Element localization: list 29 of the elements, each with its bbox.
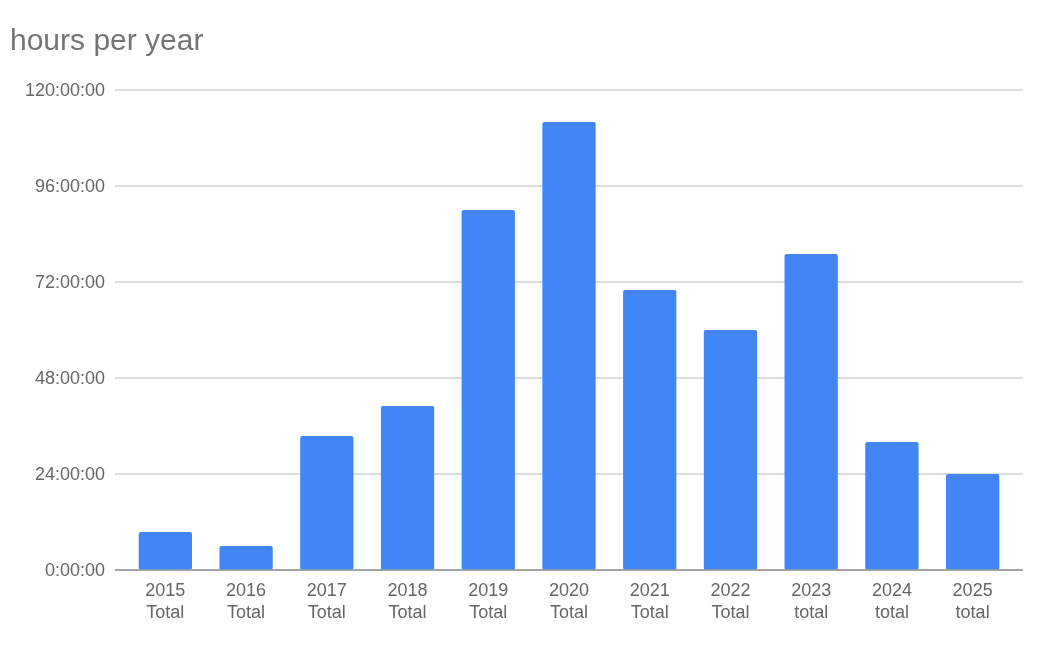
- x-tick-label: 2021 Total: [629, 580, 670, 622]
- bar: [300, 436, 354, 570]
- x-tick-label: 2023 total: [791, 580, 832, 622]
- bar: [461, 210, 515, 570]
- bar: [623, 290, 677, 570]
- bar: [542, 122, 596, 570]
- x-tick-label: 2020 Total: [548, 580, 590, 622]
- x-tick-label: 2024 total: [871, 580, 912, 622]
- chart-title: hours per year: [10, 23, 204, 56]
- y-tick-label: 96:00:00: [34, 176, 105, 197]
- bar: [703, 330, 758, 570]
- bar: [138, 532, 192, 570]
- x-tick-label: 2015 Total: [145, 580, 186, 622]
- x-tick-label: 2016 Total: [226, 580, 267, 622]
- x-tick-label: 2022 Total: [710, 580, 751, 622]
- bar: [784, 254, 838, 570]
- bar: [865, 442, 919, 570]
- bar: [219, 546, 273, 570]
- x-tick-label: 2019 Total: [468, 580, 509, 622]
- y-tick-label: 48:00:00: [34, 368, 105, 389]
- x-tick-label: 2018 Total: [387, 580, 428, 622]
- y-tick-label: 24:00:00: [34, 464, 105, 485]
- bar: [946, 474, 1000, 570]
- y-tick-label: 0:00:00: [44, 560, 105, 581]
- y-tick-label: 72:00:00: [34, 272, 105, 293]
- y-tick-label: 120:00:00: [24, 80, 105, 101]
- x-tick-label: 2025 total: [952, 580, 993, 622]
- bar: [380, 406, 435, 570]
- x-tick-label: 2017 Total: [306, 580, 347, 622]
